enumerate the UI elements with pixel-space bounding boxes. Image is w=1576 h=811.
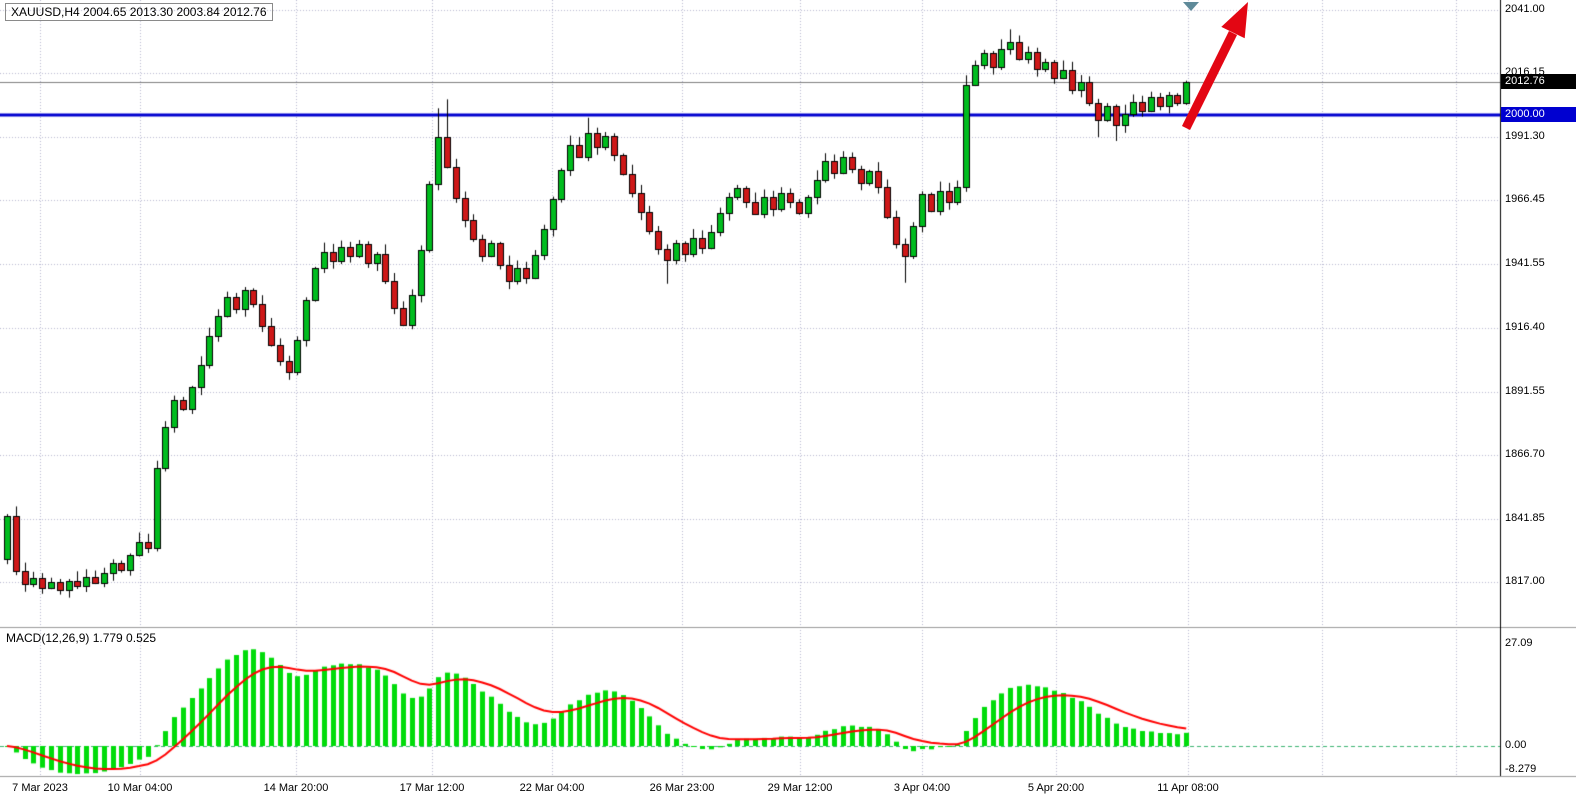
indicator-axis-label: 27.09 xyxy=(1505,637,1533,649)
arrow-shaft xyxy=(1181,31,1238,130)
price-axis-label: 1841.85 xyxy=(1505,512,1545,524)
indicator-label: MACD(12,26,9) 1.779 0.525 xyxy=(6,631,157,645)
time-axis-label: 14 Mar 20:00 xyxy=(263,782,329,794)
price-axis-label: 1817.00 xyxy=(1505,575,1545,587)
time-axis-label: 3 Apr 04:00 xyxy=(893,782,951,794)
arrow-head-icon xyxy=(1221,2,1248,39)
indicator-axis-label: -8.279 xyxy=(1505,763,1537,775)
trend-arrow-annotation[interactable] xyxy=(1170,0,1270,140)
time-axis-label: 17 Mar 12:00 xyxy=(399,782,465,794)
time-axis-label: 22 Mar 04:00 xyxy=(519,782,585,794)
indicator-axis-label: 0.00 xyxy=(1505,739,1527,751)
price-axis-label: 1966.45 xyxy=(1505,193,1545,205)
time-axis-label: 26 Mar 23:00 xyxy=(649,782,715,794)
triangle-down-marker-icon xyxy=(1183,2,1199,11)
symbol-ohlc-label: XAUUSD,H4 2004.65 2013.30 2003.84 2012.7… xyxy=(5,3,273,21)
price-axis-label: 1866.70 xyxy=(1505,448,1545,460)
price-axis-label: 1941.55 xyxy=(1505,257,1545,269)
time-axis-label: 7 Mar 2023 xyxy=(12,782,68,794)
time-axis-label: 10 Mar 04:00 xyxy=(107,782,173,794)
price-axis-label: 1916.40 xyxy=(1505,321,1545,333)
price-axis-label: 2041.00 xyxy=(1505,3,1545,15)
price-axis-label: 1891.55 xyxy=(1505,385,1545,397)
hline-price-badge: 2000.00 xyxy=(1501,107,1576,122)
price-axis-label: 1991.30 xyxy=(1505,130,1545,142)
time-axis-label: 5 Apr 20:00 xyxy=(1027,782,1085,794)
time-axis-label: 11 Apr 08:00 xyxy=(1157,782,1219,794)
time-axis: 7 Mar 2023 10 Mar 04:00 14 Mar 20:00 17 Mar… xyxy=(0,782,1576,806)
current-price-badge: 2012.76 xyxy=(1501,74,1576,89)
time-axis-label: 29 Mar 12:00 xyxy=(767,782,833,794)
